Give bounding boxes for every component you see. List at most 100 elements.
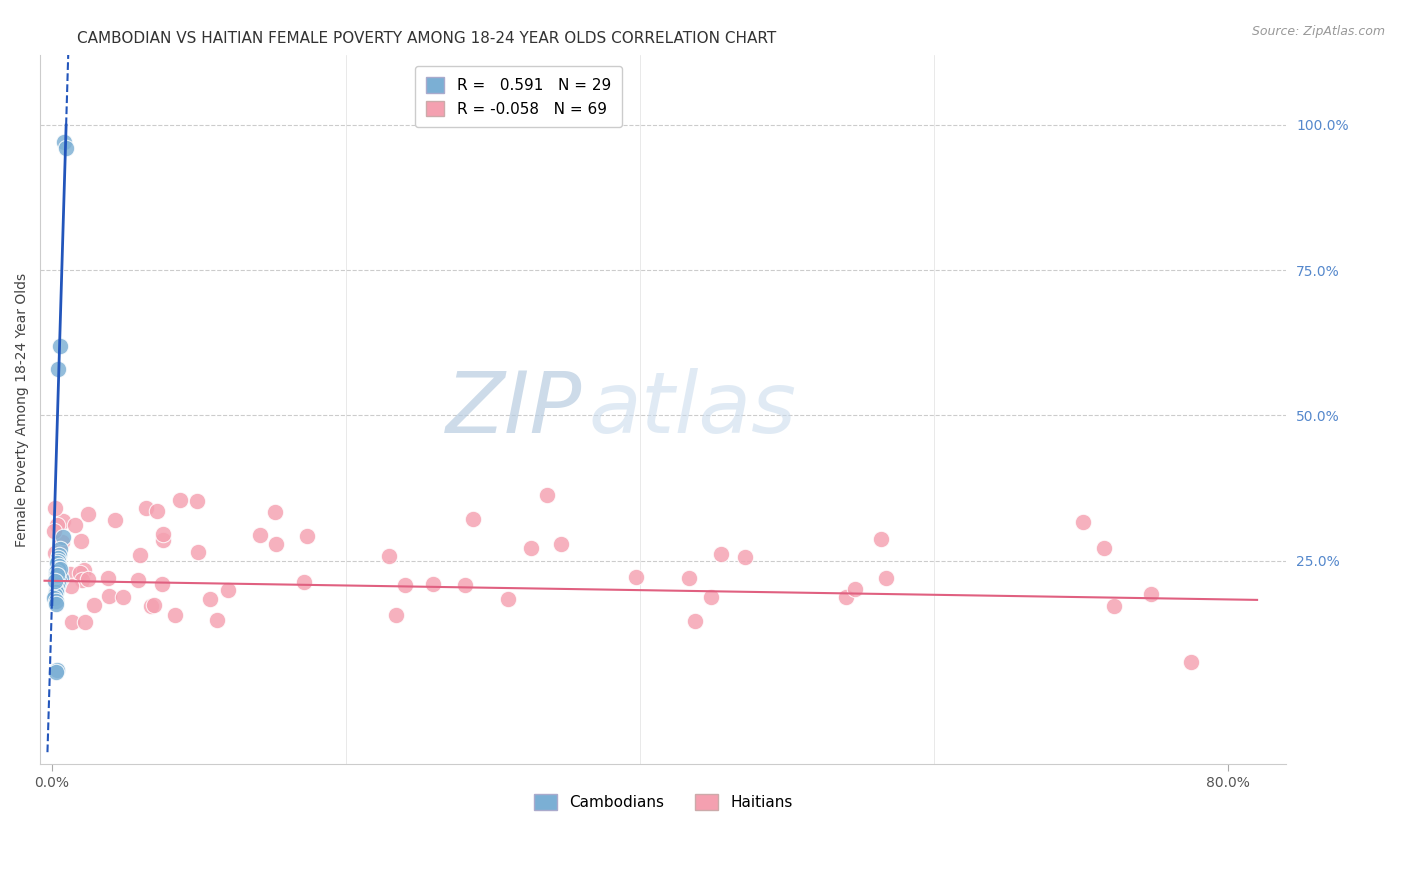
Point: [835, 591, 858, 605]
Point: [46, 361, 69, 376]
Point: [49, 541, 72, 556]
Point: [129, 548, 152, 562]
Point: [46, 580, 69, 594]
Point: [127, 573, 149, 587]
Point: [45, 568, 67, 582]
Point: [97, 571, 120, 585]
Point: [52, 514, 75, 528]
Point: [48, 548, 70, 562]
Text: atlas: atlas: [589, 368, 797, 451]
Point: [700, 591, 723, 605]
Point: [152, 527, 174, 541]
Point: [46, 517, 69, 532]
Point: [146, 503, 169, 517]
Point: [1102, 599, 1125, 614]
Point: [683, 614, 706, 628]
Point: [63, 517, 86, 532]
Point: [710, 548, 733, 562]
Point: [45, 582, 67, 597]
Point: [70, 573, 93, 587]
Point: [51, 535, 73, 549]
Point: [135, 500, 157, 515]
Point: [45, 565, 67, 579]
Point: [844, 582, 866, 597]
Point: [378, 549, 401, 563]
Text: Source: ZipAtlas.com: Source: ZipAtlas.com: [1251, 25, 1385, 38]
Point: [45, 665, 67, 679]
Point: [385, 607, 408, 622]
Point: [141, 599, 163, 613]
Point: [536, 488, 558, 502]
Point: [734, 550, 756, 565]
Point: [60, 615, 83, 629]
Point: [83, 599, 105, 613]
Point: [59, 579, 82, 593]
Point: [46, 663, 69, 677]
Point: [44, 588, 66, 602]
Point: [48, 559, 70, 574]
Point: [73, 562, 96, 576]
Point: [112, 590, 135, 604]
Point: [44, 574, 66, 588]
Point: [163, 607, 186, 622]
Point: [422, 577, 444, 591]
Point: [76, 507, 98, 521]
Point: [49, 562, 72, 576]
Point: [48, 550, 70, 565]
Point: [69, 566, 91, 580]
Point: [73, 615, 96, 629]
Point: [152, 533, 174, 547]
Point: [198, 592, 221, 607]
Point: [52, 135, 75, 149]
Y-axis label: Female Poverty Among 18-24 Year Olds: Female Poverty Among 18-24 Year Olds: [15, 272, 30, 547]
Point: [142, 599, 165, 613]
Point: [98, 589, 121, 603]
Point: [45, 597, 67, 611]
Point: [49, 571, 72, 585]
Point: [205, 613, 228, 627]
Point: [217, 583, 239, 598]
Point: [454, 578, 477, 592]
Point: [45, 585, 67, 599]
Point: [1140, 587, 1163, 601]
Point: [461, 512, 484, 526]
Point: [45, 573, 67, 587]
Point: [77, 572, 100, 586]
Point: [48, 574, 70, 588]
Point: [496, 592, 519, 607]
Point: [263, 505, 285, 519]
Point: [249, 527, 271, 541]
Point: [1092, 541, 1115, 555]
Point: [46, 553, 69, 567]
Point: [187, 545, 209, 559]
Point: [44, 501, 66, 516]
Point: [150, 577, 173, 591]
Point: [46, 568, 69, 582]
Point: [550, 537, 572, 551]
Point: [295, 529, 318, 543]
Point: [875, 571, 897, 585]
Point: [44, 546, 66, 560]
Point: [46, 557, 69, 571]
Point: [69, 534, 91, 549]
Point: [1180, 655, 1202, 669]
Point: [45, 594, 67, 608]
Point: [46, 576, 69, 591]
Legend: Cambodians, Haitians: Cambodians, Haitians: [529, 789, 799, 816]
Point: [520, 541, 543, 555]
Point: [42, 591, 65, 606]
Point: [1071, 515, 1094, 529]
Text: CAMBODIAN VS HAITIAN FEMALE POVERTY AMONG 18-24 YEAR OLDS CORRELATION CHART: CAMBODIAN VS HAITIAN FEMALE POVERTY AMON…: [77, 31, 776, 46]
Point: [186, 494, 208, 508]
Point: [624, 570, 647, 584]
Point: [52, 530, 75, 544]
Point: [42, 524, 65, 539]
Point: [104, 512, 127, 526]
Point: [678, 570, 700, 584]
Point: [869, 533, 891, 547]
Text: ZIP: ZIP: [446, 368, 582, 451]
Point: [169, 492, 191, 507]
Point: [49, 338, 72, 352]
Point: [46, 562, 69, 576]
Point: [59, 566, 82, 581]
